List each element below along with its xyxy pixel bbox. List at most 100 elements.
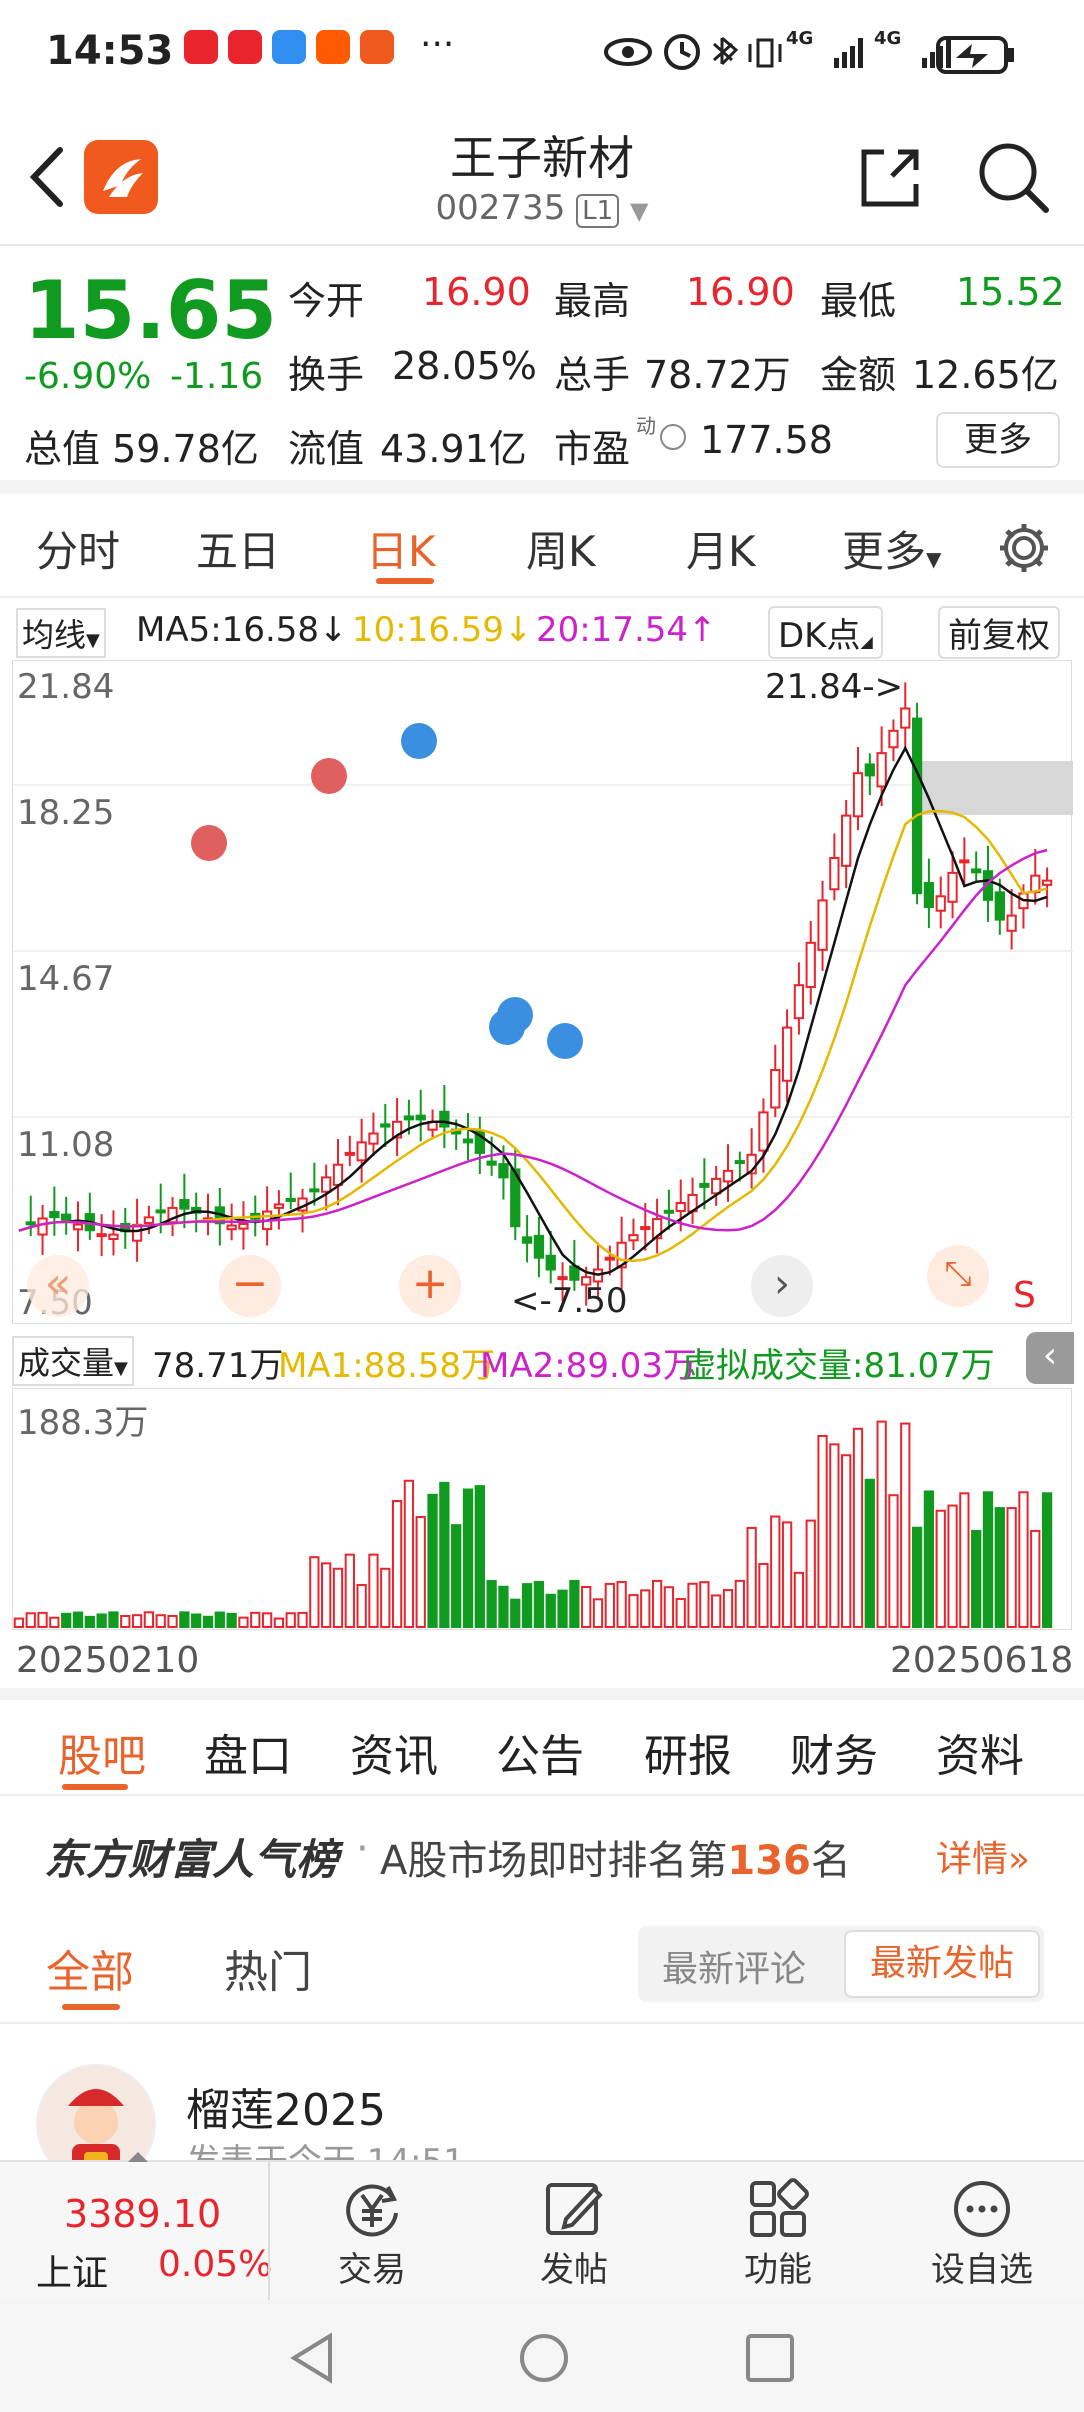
- popularity-rank-bar[interactable]: 东方财富人气榜 · A股市场即时排名第136名 详情»: [0, 1798, 1084, 1904]
- volume-bar: [191, 1613, 202, 1629]
- post-button[interactable]: 发帖: [504, 2176, 644, 2291]
- settings-icon[interactable]: [996, 520, 1052, 576]
- volume-bar: [309, 1556, 320, 1628]
- chevron-down-icon: ▼: [629, 197, 649, 225]
- scroll-left-icon[interactable]: «: [27, 1255, 89, 1317]
- add-watchlist-button[interactable]: 设自选: [912, 2176, 1052, 2291]
- candle-body: [852, 772, 864, 818]
- kline-chart[interactable]: 21.84 18.25 14.67 11.08 7.50 21.84-> <-7…: [12, 660, 1073, 1324]
- float-cap-label: 流值: [288, 427, 365, 471]
- sell-signal-marker: [497, 997, 533, 1033]
- virtual-volume: 虚拟成交量:81.07万: [682, 1346, 995, 1386]
- tab-hot[interactable]: 热门: [224, 1947, 312, 1998]
- candle-body: [285, 1198, 296, 1203]
- sort-latest-post[interactable]: 最新发帖: [844, 1930, 1040, 1998]
- candle-body: [510, 1168, 521, 1228]
- candle-body: [699, 1182, 710, 1188]
- post-username[interactable]: 榴莲2025: [186, 2085, 386, 2136]
- tab-more[interactable]: 更多▼: [842, 518, 941, 579]
- candle-body: [356, 1141, 367, 1162]
- tab-profile[interactable]: 资料: [936, 1731, 1024, 1782]
- sell-signal-marker: [547, 1023, 583, 1059]
- info-icon[interactable]: [660, 424, 686, 450]
- candle-body: [391, 1120, 403, 1139]
- post-item[interactable]: 榴莲2025 发表于今天 14:51: [0, 2030, 1084, 2160]
- nav-back-icon[interactable]: [286, 2330, 336, 2386]
- caret-up-icon[interactable]: [128, 2152, 148, 2162]
- volume-bar: [96, 1613, 107, 1628]
- tab-weekly-k[interactable]: 周K: [526, 527, 596, 576]
- volume-bar: [131, 1614, 143, 1629]
- volume-ma1: MA1:88.58万: [278, 1346, 496, 1386]
- trade-button[interactable]: 交易: [302, 2176, 442, 2291]
- volume-select[interactable]: 成交量▼: [12, 1336, 134, 1386]
- tab-announcement[interactable]: 公告: [496, 1731, 584, 1782]
- scroll-right-icon[interactable]: ›: [751, 1255, 813, 1317]
- tab-intraday[interactable]: 分时: [36, 527, 121, 576]
- volume-chart[interactable]: 188.3万: [12, 1388, 1072, 1630]
- volume-bar: [640, 1589, 651, 1628]
- tab-finance[interactable]: 财务: [790, 1731, 878, 1782]
- post-filter-bar: 全部 热门 最新评论 最新发帖: [0, 1904, 1084, 2024]
- candle-body: [462, 1138, 474, 1144]
- nav-home-icon[interactable]: [516, 2330, 572, 2386]
- sort-latest-comment[interactable]: 最新评论: [662, 1949, 807, 1990]
- volume-bar: [923, 1490, 935, 1628]
- tab-research[interactable]: 研报: [644, 1731, 732, 1782]
- volume-bar: [214, 1611, 225, 1629]
- tab-daily-k[interactable]: 日K: [366, 527, 436, 576]
- search-icon[interactable]: [976, 140, 1052, 216]
- dk-point-button[interactable]: DK点◢: [768, 606, 883, 659]
- avatar[interactable]: [36, 2064, 156, 2160]
- volume-bar: [510, 1598, 521, 1628]
- kline-canvas: [13, 682, 1073, 1306]
- collapse-icon[interactable]: ‹: [1026, 1332, 1074, 1384]
- more-button[interactable]: 更多: [936, 412, 1060, 468]
- candle-body: [273, 1203, 285, 1209]
- stock-code-row[interactable]: 002735 L1 ▼: [342, 188, 742, 228]
- tab-more-label: 更多: [842, 527, 927, 576]
- tab-monthly-k[interactable]: 月K: [686, 527, 756, 576]
- adjust-button[interactable]: 前复权: [938, 606, 1060, 659]
- tab-guba[interactable]: 股吧: [58, 1731, 146, 1782]
- volume-bar: [427, 1493, 438, 1628]
- sort-toggle: 最新评论 最新发帖: [638, 1926, 1044, 2002]
- tab-news[interactable]: 资讯: [350, 1731, 438, 1782]
- volume-bar: [758, 1562, 769, 1628]
- candle-body: [734, 1160, 745, 1165]
- volume-axis-max: 188.3万: [17, 1403, 149, 1443]
- volume-bar: [781, 1521, 793, 1628]
- share-icon[interactable]: [858, 144, 924, 210]
- volume-bar: [616, 1581, 627, 1629]
- buy-signal-marker: [191, 825, 227, 861]
- tab-five-day[interactable]: 五日: [196, 527, 281, 576]
- back-icon[interactable]: [26, 144, 66, 210]
- volume-bar: [84, 1615, 95, 1628]
- volume-bar: [805, 1519, 816, 1628]
- candle-body: [439, 1110, 450, 1128]
- volume-bar: [900, 1422, 911, 1628]
- ma-select[interactable]: 均线▼: [16, 608, 106, 658]
- volume-bar: [202, 1615, 214, 1628]
- volume-bar: [498, 1585, 509, 1628]
- zoom-in-button[interactable]: +: [399, 1255, 461, 1317]
- nav-recents-icon[interactable]: [744, 2332, 796, 2384]
- open-value: 16.90: [422, 270, 531, 314]
- volume-bar: [344, 1553, 355, 1628]
- candle-body: [545, 1254, 556, 1271]
- tab-handicap[interactable]: 盘口: [204, 1731, 292, 1782]
- candle-body: [900, 707, 911, 729]
- volume-bar: [982, 1491, 994, 1628]
- fullscreen-icon[interactable]: ⤡: [927, 1245, 989, 1307]
- candle-body: [380, 1123, 391, 1128]
- ma5-value: MA5:16.58↓: [136, 610, 348, 650]
- rank-detail-link[interactable]: 详情»: [936, 1830, 1030, 1882]
- price-axis-label: 18.25: [17, 793, 115, 833]
- candle-body: [864, 763, 875, 777]
- volume-bar: [72, 1611, 84, 1628]
- zoom-out-button[interactable]: −: [219, 1255, 281, 1317]
- volume-bar: [439, 1481, 450, 1629]
- tab-all[interactable]: 全部: [46, 1947, 134, 1998]
- function-button[interactable]: 功能: [708, 2176, 848, 2291]
- candle-body: [758, 1111, 769, 1152]
